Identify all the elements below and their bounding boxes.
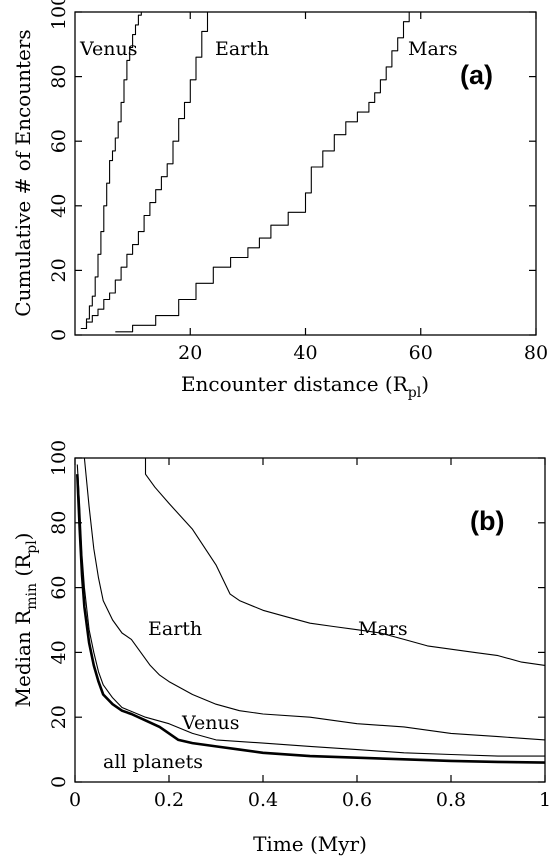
y-tick-label-a: 60 [48,129,70,153]
x-axis-title-a-close: ) [421,372,429,396]
ticks-b: 0 0.2 0.4 0.6 0.8 1 0 20 40 60 80 100 [48,440,550,811]
panel-a: 20 40 60 80 0 20 40 60 80 100 Venus Earth Mars (a… [11,0,548,401]
x-axis-title-b: Time (Myr) [253,832,367,856]
y-tick-label-b: 100 [48,440,70,476]
curve-label-earth-b: Earth [148,618,202,640]
lines-a [80,12,410,333]
x-axis-title-a: Encounter distance (Rpl) [181,372,429,401]
x-tick-label-b: 1 [539,789,550,811]
y-tick-label-b: 80 [48,511,70,535]
series-line-all-planets-b [76,474,546,764]
ticks-a: 20 40 60 80 0 20 40 60 80 100 [48,0,548,364]
curve-label-venus-b: Venus [181,712,239,734]
y-tick-label-a: 80 [48,65,70,89]
y-axis-title-b-sub2: pl [24,540,40,554]
y-axis-title-b-main: Median R [11,609,35,708]
x-tick-label-a: 40 [293,342,317,364]
x-tick-label-a: 80 [524,342,548,364]
series-line-venus-a [83,12,142,330]
panel-tag-b: (b) [470,506,504,536]
series-line-mars-b [144,458,546,666]
x-tick-label-b: 0 [69,789,81,811]
x-tick-label-b: 0.2 [154,789,184,811]
series-line-mars-a [115,12,410,333]
y-tick-label-b: 40 [48,640,70,664]
curve-label-venus-a: Venus [79,38,137,60]
curve-label-all-planets-b: all planets [103,751,203,773]
y-axis-title-b: Median Rmin (Rpl) [11,533,40,708]
x-tick-label-b: 0.4 [248,789,278,811]
y-axis-title-b-sub: min [24,583,40,610]
x-axis-title-a-sub: pl [408,385,422,401]
series-line-venus-b [76,464,545,757]
x-tick-label-b: 0.6 [342,789,372,811]
y-tick-label-b: 0 [48,776,70,788]
panel-b: 0 0.2 0.4 0.6 0.8 1 0 20 40 60 80 100 Earth Mars Ve… [11,440,550,856]
x-tick-label-b: 0.8 [436,789,466,811]
y-tick-label-b: 20 [48,705,70,729]
y-axis-title-b-mid: (R [11,553,35,583]
y-axis-title-a: Cumulative # of Encounters [11,29,35,316]
lines-b [76,457,546,764]
series-line-earth-b [83,457,546,741]
x-tick-label-a: 60 [409,342,433,364]
curve-label-mars-b: Mars [358,618,408,640]
curve-label-earth-a: Earth [215,38,269,60]
x-axis-title-a-main: Encounter distance (R [181,372,409,396]
y-tick-label-a: 20 [48,258,70,282]
y-tick-label-a: 100 [48,0,70,30]
y-tick-label-a: 40 [48,194,70,218]
panel-tag-a: (a) [460,60,493,90]
y-tick-label-b: 60 [48,576,70,600]
curve-label-mars-a: Mars [408,38,458,60]
series-line-earth-a [80,12,209,330]
y-axis-title-b-end: ) [11,533,35,541]
y-tick-label-a: 0 [48,329,70,341]
x-tick-label-a: 20 [178,342,202,364]
plot-frame-b [74,457,546,783]
